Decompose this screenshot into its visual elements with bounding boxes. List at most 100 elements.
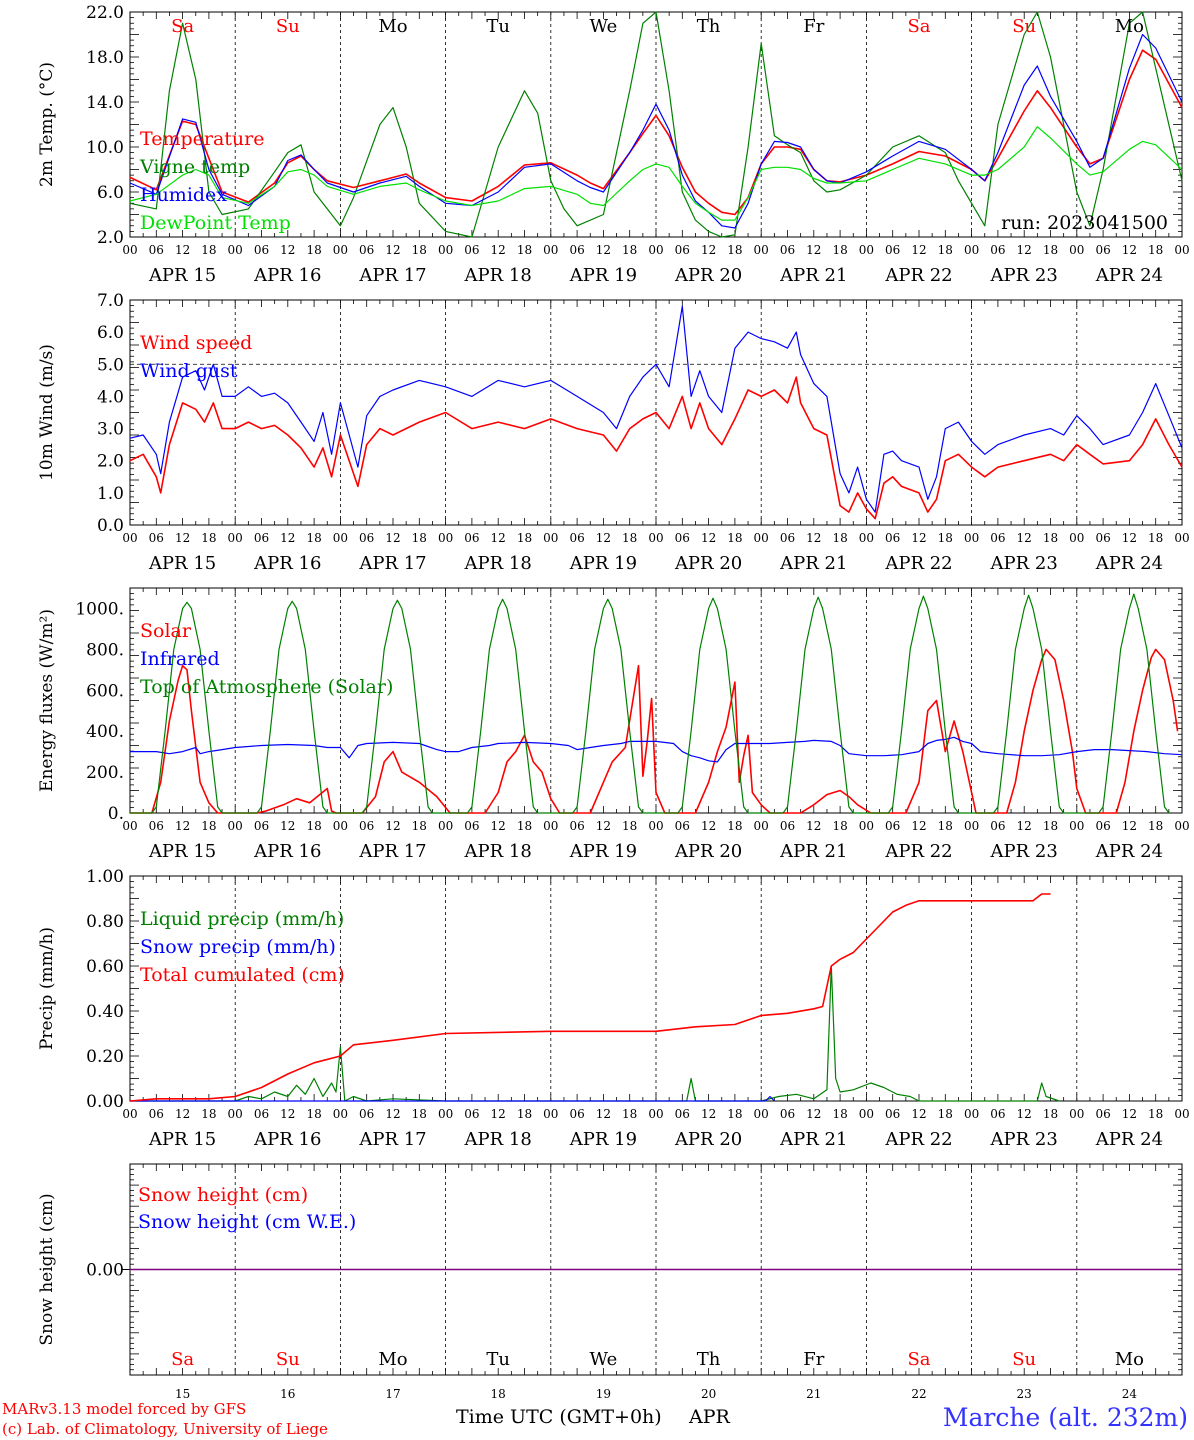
hour-tick-label: 00 bbox=[859, 243, 874, 257]
legend-entry: DewPoint Temp bbox=[140, 212, 291, 234]
hour-tick-label: 00 bbox=[543, 243, 558, 257]
date-label: APR 21 bbox=[779, 1129, 847, 1150]
hour-tick-label: 12 bbox=[491, 1107, 506, 1121]
day-name-label: Sa bbox=[171, 1349, 194, 1370]
day-name-label: Th bbox=[697, 16, 721, 37]
hour-tick-label: 00 bbox=[648, 819, 663, 833]
hour-tick-label: 12 bbox=[596, 819, 611, 833]
y-tick-label: 10.0 bbox=[86, 138, 124, 158]
day-number-label: 21 bbox=[806, 1387, 821, 1401]
date-label: APR 16 bbox=[253, 1129, 321, 1150]
hour-tick-label: 18 bbox=[832, 531, 847, 545]
hour-tick-label: 00 bbox=[1069, 1107, 1084, 1121]
series-line-solar bbox=[130, 648, 1179, 814]
y-tick-label: 14.0 bbox=[86, 93, 124, 113]
hour-tick-label: 06 bbox=[675, 1107, 690, 1121]
hour-tick-label: 06 bbox=[1095, 1107, 1110, 1121]
hour-tick-label: 00 bbox=[754, 531, 769, 545]
day-name-label: Sa bbox=[171, 16, 194, 37]
hour-tick-label: 18 bbox=[622, 1107, 637, 1121]
hour-tick-label: 00 bbox=[333, 819, 348, 833]
hour-tick-label: 06 bbox=[780, 819, 795, 833]
y-tick-label: 4.0 bbox=[97, 387, 124, 407]
date-label: APR 22 bbox=[884, 1129, 952, 1150]
hour-tick-label: 00 bbox=[333, 531, 348, 545]
hour-tick-label: 18 bbox=[938, 1107, 953, 1121]
hour-tick-label: 18 bbox=[1148, 531, 1163, 545]
hour-tick-label: 00 bbox=[859, 819, 874, 833]
hour-tick-label: 06 bbox=[464, 1107, 479, 1121]
day-number-label: 23 bbox=[1017, 1387, 1032, 1401]
hour-tick-label: 12 bbox=[806, 819, 821, 833]
date-label: APR 24 bbox=[1095, 1129, 1163, 1150]
hour-tick-label: 06 bbox=[675, 243, 690, 257]
hour-tick-label: 12 bbox=[280, 243, 295, 257]
hour-tick-label: 12 bbox=[280, 1107, 295, 1121]
hour-tick-label: 18 bbox=[517, 819, 532, 833]
hour-tick-label: 12 bbox=[701, 1107, 716, 1121]
hour-tick-label: 18 bbox=[727, 531, 742, 545]
hour-tick-label: 18 bbox=[201, 243, 216, 257]
y-tick-label: 2.0 bbox=[97, 228, 124, 248]
hour-tick-label: 18 bbox=[832, 1107, 847, 1121]
legend-entry: Liquid precip (mm/h) bbox=[140, 908, 344, 930]
hour-tick-label: 12 bbox=[175, 1107, 190, 1121]
energy-fluxes-panel: 0. 200. 400. 600. 800. 1000. Energy fluxes (W/… bbox=[37, 587, 1190, 862]
hour-tick-label: 12 bbox=[596, 531, 611, 545]
hour-tick-label: 12 bbox=[280, 531, 295, 545]
legend-entry: Top of Atmosphere (Solar) bbox=[140, 676, 393, 698]
day-name-label: Tu bbox=[486, 1349, 510, 1370]
hour-tick-label: 18 bbox=[412, 1107, 427, 1121]
hour-tick-label: 18 bbox=[201, 531, 216, 545]
hour-tick-label: 06 bbox=[1095, 531, 1110, 545]
hour-tick-label: 06 bbox=[149, 243, 164, 257]
day-name-label: Fr bbox=[803, 16, 824, 37]
hour-tick-label: 18 bbox=[306, 819, 321, 833]
hour-tick-label: 12 bbox=[385, 243, 400, 257]
series-line-dewpoint-temp bbox=[129, 126, 1183, 221]
legend-entry: Wind speed bbox=[140, 332, 252, 354]
hour-tick-label: 00 bbox=[964, 1107, 979, 1121]
y-axis-label: 2m Temp. (°C) bbox=[37, 62, 57, 187]
hour-tick-label: 06 bbox=[990, 531, 1005, 545]
y-tick-label: 0.80 bbox=[86, 912, 124, 932]
hour-tick-label: 00 bbox=[1174, 531, 1189, 545]
hour-tick-label: 06 bbox=[885, 531, 900, 545]
y-tick-label: 600. bbox=[86, 681, 124, 701]
date-label: APR 15 bbox=[148, 841, 216, 862]
hour-tick-label: 06 bbox=[569, 819, 584, 833]
date-label: APR 22 bbox=[884, 265, 952, 286]
hour-tick-label: 18 bbox=[1148, 819, 1163, 833]
hour-tick-label: 06 bbox=[254, 243, 269, 257]
y-tick-label: 3.0 bbox=[97, 420, 124, 440]
date-label: APR 16 bbox=[253, 265, 321, 286]
hour-tick-label: 00 bbox=[648, 1107, 663, 1121]
hour-tick-label: 12 bbox=[175, 243, 190, 257]
day-number-label: 24 bbox=[1122, 1387, 1138, 1401]
hour-tick-label: 18 bbox=[306, 531, 321, 545]
hour-tick-label: 18 bbox=[727, 819, 742, 833]
y-tick-label: 0. bbox=[108, 804, 124, 824]
series-line-infrared bbox=[130, 736, 1183, 763]
day-number-label: 20 bbox=[701, 1387, 716, 1401]
hour-tick-label: 18 bbox=[1043, 819, 1058, 833]
y-axis-label: Energy fluxes (W/m²) bbox=[37, 609, 57, 792]
hour-tick-label: 18 bbox=[622, 243, 637, 257]
date-label: APR 17 bbox=[358, 265, 426, 286]
hour-tick-label: 12 bbox=[491, 243, 506, 257]
hour-tick-label: 06 bbox=[254, 819, 269, 833]
hour-tick-label: 06 bbox=[990, 1107, 1005, 1121]
wind-panel: 0.0 1.0 2.0 3.0 4.0 5.0 6.0 7.0 10m Wind (m/s) Wi… bbox=[37, 291, 1190, 574]
date-label: APR 24 bbox=[1095, 841, 1163, 862]
hour-tick-label: 00 bbox=[228, 819, 243, 833]
hour-tick-label: 18 bbox=[727, 243, 742, 257]
y-axis-label: Precip (mm/h) bbox=[37, 927, 57, 1050]
legend-entry: Humidex bbox=[140, 184, 227, 206]
day-name-label: Tu bbox=[486, 16, 510, 37]
y-tick-label: 6.0 bbox=[97, 323, 124, 343]
date-label: APR 16 bbox=[253, 553, 321, 574]
run-label: run: 2023041500 bbox=[1001, 212, 1168, 234]
y-tick-label: 18.0 bbox=[86, 48, 124, 68]
day-name-label: Mo bbox=[378, 1349, 407, 1370]
y-tick-label: 0.00 bbox=[86, 1261, 124, 1281]
